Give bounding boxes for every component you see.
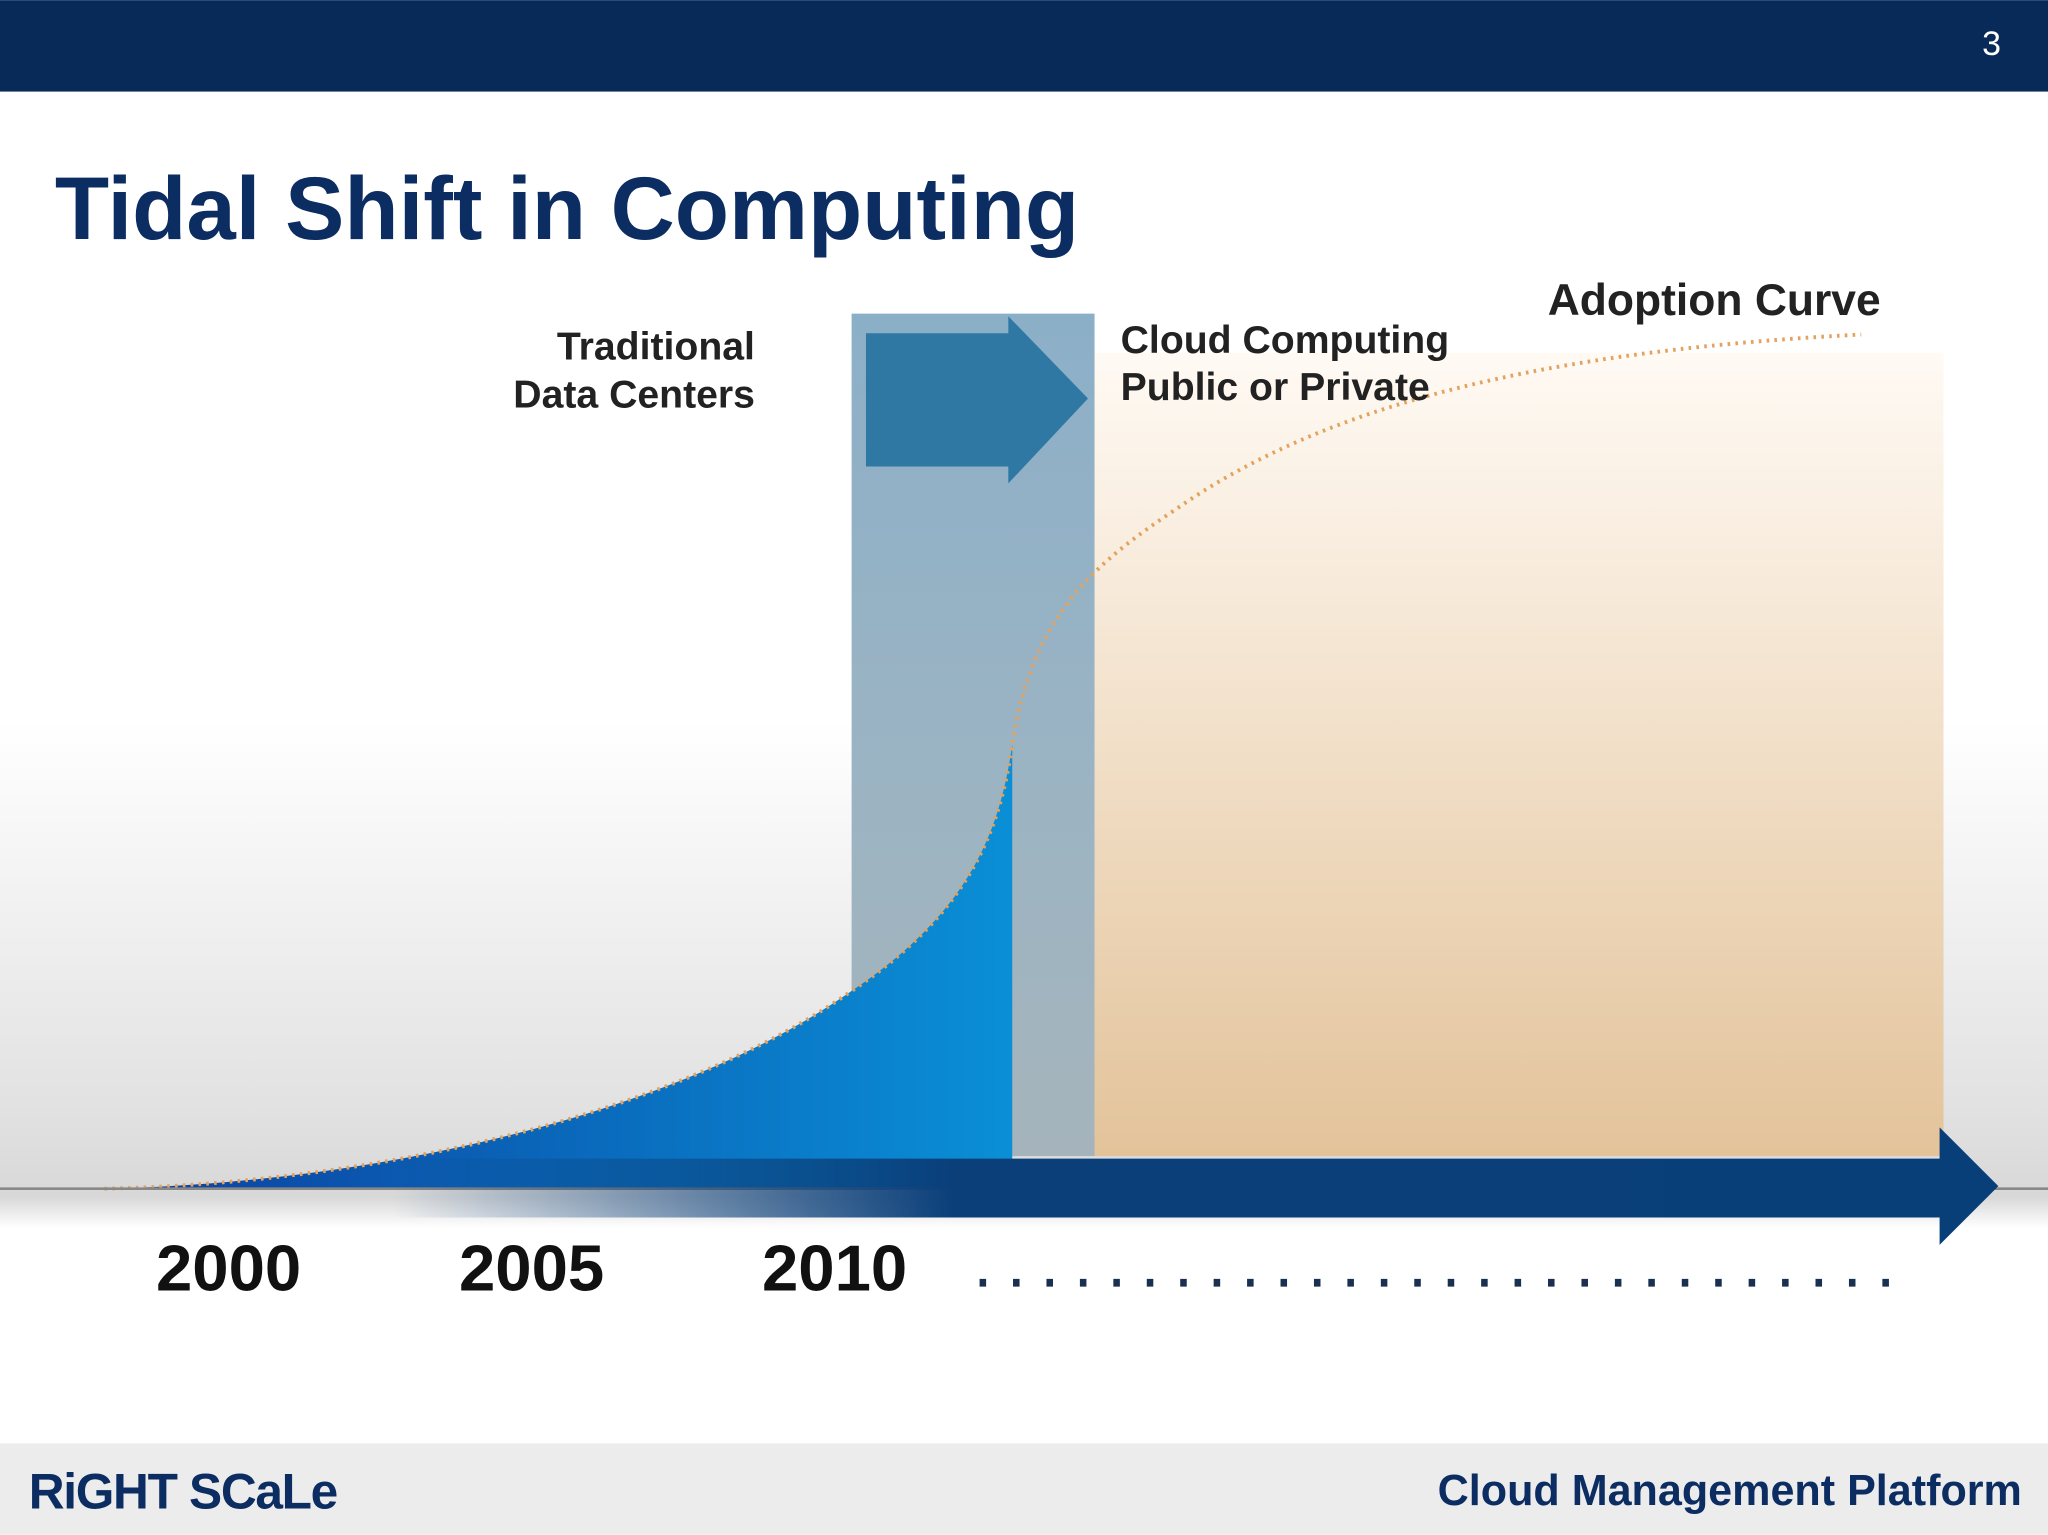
cloud-area <box>1094 352 1944 1157</box>
tagline: Cloud Management Platform <box>1438 1467 2022 1515</box>
adoption-curve <box>104 332 1862 1191</box>
adoption-label: Adoption Curve <box>1548 276 1881 325</box>
slide-number: 3 <box>1982 25 2001 63</box>
year-label: 2010 <box>762 1232 907 1305</box>
footer <box>0 1443 2048 1535</box>
brand-logo: RiGHT SCaLe <box>29 1464 337 1520</box>
traditional-area <box>104 744 1013 1189</box>
traditional-label: Traditional Data Centers <box>513 325 755 416</box>
year-label: 2000 <box>156 1232 301 1305</box>
title: Tidal Shift in Computing <box>55 159 1079 258</box>
top-bar <box>0 0 2048 92</box>
cloud-label: Cloud Computing Public or Private <box>1121 319 1450 409</box>
year-label: 2005 <box>459 1232 604 1305</box>
years: 2000 2005 2010 <box>156 1232 907 1305</box>
shift-arrow <box>865 316 1088 484</box>
time-arrow <box>391 1127 1999 1245</box>
